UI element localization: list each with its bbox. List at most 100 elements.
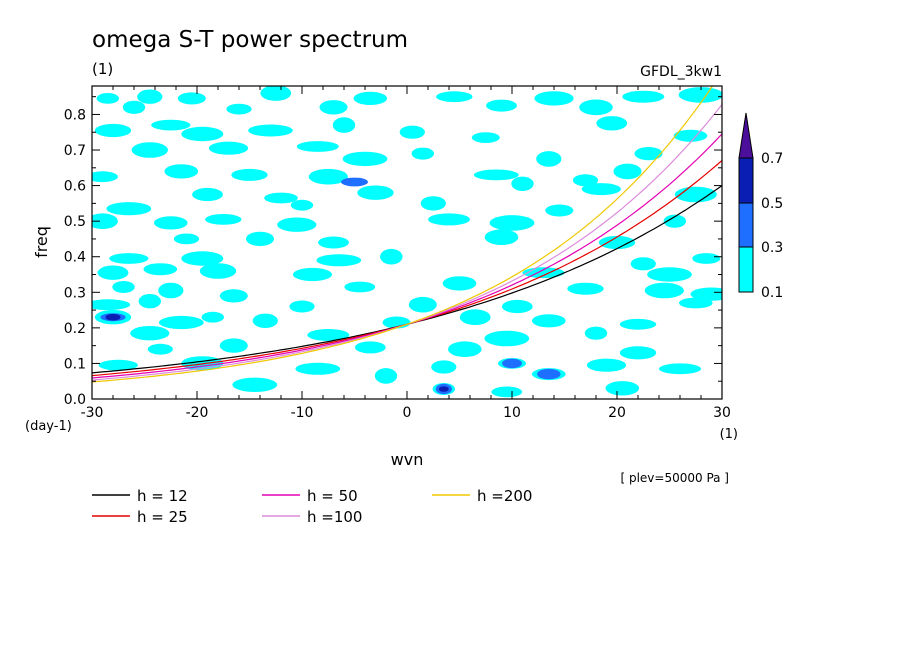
power-patch (341, 177, 368, 187)
x-tick-label: -20 (186, 405, 209, 421)
power-patch (537, 368, 561, 380)
power-patch (158, 282, 184, 299)
power-patch (596, 116, 628, 131)
power-patch (219, 289, 248, 303)
power-patch (357, 185, 394, 200)
power-patch (532, 314, 566, 328)
power-patch (289, 300, 315, 313)
x-tick-label: 0 (403, 405, 412, 421)
legend-label: h =100 (307, 508, 362, 526)
colorbar-segment (738, 246, 754, 293)
chart-title: omega S-T power spectrum (92, 27, 408, 53)
power-patch (219, 338, 248, 353)
power-patch (290, 199, 314, 211)
power-patch (226, 103, 252, 115)
y-units-label: (day-1) (25, 419, 72, 434)
power-patch (319, 100, 348, 115)
power-patch (122, 100, 146, 114)
x-tick-label: 20 (608, 405, 626, 421)
power-patch (634, 147, 663, 161)
x-units-label: (1) (720, 427, 738, 442)
colorbar-extension (738, 112, 754, 159)
power-patch (545, 204, 574, 217)
power-patch (679, 297, 713, 309)
power-patch (399, 125, 425, 139)
power-patch (459, 309, 491, 326)
power-patch (438, 386, 449, 392)
power-patch (579, 99, 613, 116)
power-patch (177, 92, 206, 105)
power-patch (332, 117, 356, 133)
power-patch (619, 318, 657, 330)
level-note: [ plev=50000 Pa ] (620, 471, 729, 485)
dispersion-curves (92, 86, 722, 383)
power-patch (147, 343, 173, 355)
power-patch (586, 358, 627, 372)
colorbar: 0.1 0.3 0.5 0.7 (738, 112, 783, 301)
power-patch (260, 86, 292, 101)
y-tick-label: 0.1 (64, 356, 86, 372)
x-axis-label: wvn (391, 450, 424, 469)
power-patch (501, 299, 533, 314)
power-field (92, 86, 722, 398)
power-patch (205, 214, 242, 225)
y-tick-label: 0.8 (64, 107, 86, 123)
colorbar-segment (738, 202, 754, 248)
power-patch (572, 174, 599, 187)
power-patch (354, 341, 386, 354)
power-patch (678, 87, 722, 103)
power-patch (581, 183, 621, 196)
power-patch (295, 362, 341, 375)
power-patch (619, 346, 657, 360)
power-patch (692, 253, 721, 264)
power-patch (690, 287, 722, 301)
y-axis-label: freq (32, 226, 51, 258)
power-patch (105, 313, 121, 321)
power-patch (264, 192, 298, 204)
power-patch (598, 235, 636, 250)
power-patch (471, 132, 500, 144)
power-patch (277, 217, 317, 232)
legend-label: h = 50 (307, 487, 358, 505)
power-patch (296, 141, 339, 152)
power-patch (151, 119, 191, 131)
power-patch (292, 267, 333, 282)
power-patch (98, 359, 138, 371)
power-patch (106, 202, 152, 216)
power-patch (246, 231, 274, 247)
power-patch (342, 151, 388, 167)
power-patch (231, 168, 268, 181)
model-label: GFDL_3kw1 (640, 64, 722, 80)
power-patch (489, 215, 535, 231)
colorbar-label: 0.1 (761, 285, 783, 301)
y-tick-label: 0.7 (64, 143, 86, 159)
power-patch (663, 214, 686, 228)
power-patch (112, 281, 135, 293)
power-patch (143, 263, 178, 276)
power-patch (486, 99, 517, 112)
power-patch (307, 329, 350, 341)
power-patch (232, 377, 278, 392)
power-patch (380, 248, 403, 265)
power-patch (201, 311, 224, 323)
y-tick-label: 0.0 (64, 392, 86, 408)
power-patch (659, 363, 701, 375)
power-patch (436, 91, 473, 103)
power-patch (567, 282, 604, 295)
power-patch (647, 267, 692, 282)
power-patch (502, 358, 522, 369)
power-patch (138, 294, 161, 309)
power-patch (622, 90, 665, 103)
power-patch (109, 253, 149, 264)
power-patch (252, 313, 278, 328)
power-patch (318, 236, 349, 249)
colorbar-segment (738, 157, 754, 204)
colorbar-label: 0.3 (761, 240, 783, 256)
power-patch (534, 91, 574, 106)
colorbar-label: 0.7 (761, 151, 783, 167)
y-tick-label: 0.4 (64, 250, 86, 266)
power-patch (431, 360, 457, 374)
y-tick-label: 0.6 (64, 179, 86, 195)
power-patch (448, 341, 482, 358)
x-tick-label: -30 (81, 405, 104, 421)
